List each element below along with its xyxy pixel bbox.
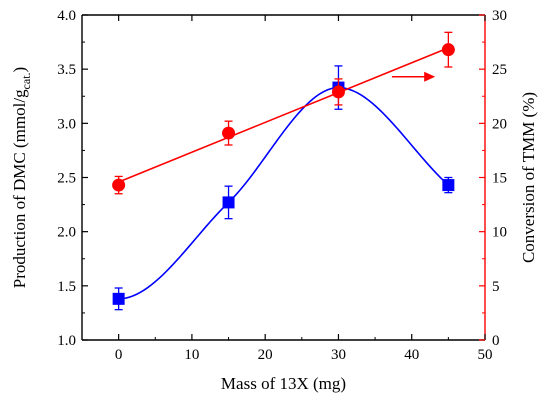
square-data-point xyxy=(442,179,455,192)
x-axis-title: Mass of 13X (mg) xyxy=(221,374,346,393)
x-tick-label: 50 xyxy=(478,347,493,363)
y-left-title-close: ) xyxy=(10,67,29,73)
circle-data-point xyxy=(222,126,236,140)
x-tick-label: 10 xyxy=(184,347,199,363)
y-left-tick-label: 1.0 xyxy=(57,333,76,349)
y-right-tick-label: 5 xyxy=(492,279,500,295)
y-left-tick-label: 1.5 xyxy=(57,279,76,295)
y-left-tick-label: 2.5 xyxy=(57,171,76,187)
fit-lines xyxy=(118,47,449,300)
y-left-axis-title: Production of DMC (mmol/gcat.) xyxy=(10,67,33,288)
y-right-tick-label: 10 xyxy=(492,225,507,241)
y-left-title-main: Production of DMC (mmol/g xyxy=(10,89,29,288)
y-right-tick-label: 0 xyxy=(492,333,500,349)
x-tick-label: 20 xyxy=(258,347,273,363)
y-left-title-subscript: cat. xyxy=(19,72,33,89)
y-right-axis-title: Conversion of TMM (%) xyxy=(519,92,538,263)
y-right-tick-label: 15 xyxy=(492,171,507,187)
x-tick-label: 40 xyxy=(404,347,419,363)
annotations xyxy=(391,71,436,82)
linear-fit-line xyxy=(118,47,449,183)
y-right-tick-label: 25 xyxy=(492,62,507,78)
circle-data-point xyxy=(331,85,345,99)
x-tick-label: 0 xyxy=(115,347,123,363)
y-right-tick-label: 20 xyxy=(492,116,507,132)
y-left-tick-label: 3.0 xyxy=(57,116,76,132)
circle-data-point xyxy=(112,178,126,192)
spline-fit-curve xyxy=(118,86,449,300)
arrow-head xyxy=(424,71,436,82)
y-right-tick-label: 30 xyxy=(492,8,507,24)
square-data-point xyxy=(222,196,235,209)
y-left-tick-label: 2.0 xyxy=(57,225,76,241)
ticks: 0 10 20 30 40 50 1.0 1.5 2.0 2.5 3.0 3.5 4.0 0 5 10 15 20… xyxy=(57,8,507,363)
y-left-tick-label: 4.0 xyxy=(57,8,76,24)
data-marks xyxy=(112,31,455,311)
x-tick-label: 30 xyxy=(331,347,346,363)
circle-data-point xyxy=(441,43,455,57)
square-data-point xyxy=(112,292,125,305)
y-left-tick-label: 3.5 xyxy=(57,62,76,78)
